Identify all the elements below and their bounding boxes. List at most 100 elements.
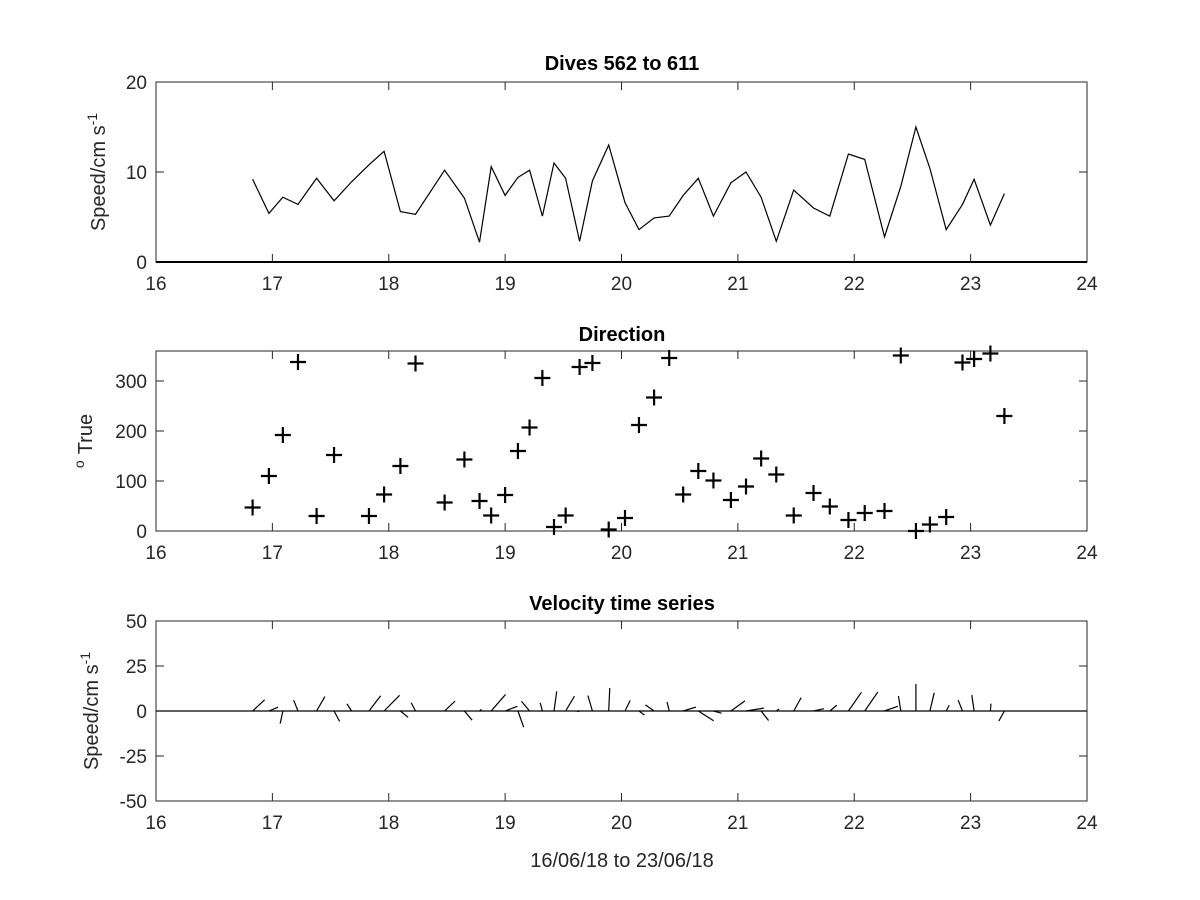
velocity-vector [760,710,770,721]
speed-x-ticks: 16 17 18 19 20 21 22 23 24 [145,82,1098,295]
direction-panel: Direction 16 17 18 19 20 21 22 23 24 0100200300 … [71,324,1098,564]
speed-y-tick-label: 10 [126,163,147,184]
velocity-x-tick-label: 18 [378,813,399,834]
direction-point [856,505,873,521]
speed-ylabel-base: Speed/cm s [88,125,110,231]
velocity-vector [539,702,543,712]
velocity-vector [346,703,353,712]
direction-point [274,427,291,443]
velocity-vector [638,710,645,716]
velocity-vector [293,699,299,712]
velocity-vector [793,697,802,712]
direction-x-tick-label: 20 [611,543,632,564]
velocity-vector [971,694,975,712]
direction-point [768,466,785,483]
velocity-series [156,684,1087,728]
direction-point [497,487,514,503]
velocity-vector [368,695,382,712]
direction-point [938,509,955,525]
direction-point [546,519,563,535]
velocity-vector [897,695,902,712]
direction-ylabel-superscript: o [71,460,87,468]
direction-point [289,354,306,370]
direction-point [646,389,663,406]
direction-x-tick-label: 21 [727,543,748,564]
velocity-vector [553,691,558,712]
velocity-ylabel-superscript: -1 [77,652,93,665]
direction-point [785,507,802,524]
direction-y-axis-label: o True [71,414,97,468]
direction-point [630,417,647,433]
direction-x-ticks: 16 17 18 19 20 21 22 23 24 [145,351,1098,564]
direction-y-tick-label: 100 [115,472,147,493]
speed-panel: Dives 562 to 611 16 17 18 19 20 21 22 23 24 0 10 2… [84,53,1098,295]
direction-point [534,370,551,386]
speed-x-tick-label: 19 [495,274,516,295]
direction-x-tick-label: 19 [495,543,516,564]
speed-x-tick-label: 22 [844,274,865,295]
direction-point [982,345,999,362]
velocity-y-tick-label: 50 [126,612,147,633]
direction-point [571,359,588,375]
direction-point [753,450,770,467]
velocity-vector [517,710,525,728]
direction-x-tick-label: 16 [145,543,166,564]
direction-point [675,486,692,503]
direction-point [600,521,617,538]
direction-y-tick-label: 300 [115,372,147,393]
velocity-vector [316,696,326,712]
velocity-x-tick-label: 19 [495,813,516,834]
direction-y-tick-label: 0 [136,522,147,543]
direction-point [509,443,526,459]
direction-ylabel-base: True [75,414,97,454]
velocity-vector [697,710,714,722]
direction-point [661,350,678,366]
velocity-vector [504,705,518,712]
speed-x-tick-label: 21 [727,274,748,295]
direction-x-tick-label: 18 [378,543,399,564]
speed-y-tick-label: 20 [126,73,147,94]
velocity-ylabel-base: Speed/cm s [81,664,103,770]
direction-point [821,498,838,515]
velocity-y-tick-label: -50 [120,792,147,813]
speed-x-tick-label: 18 [378,274,399,295]
speed-x-tick-label: 20 [611,274,632,295]
velocity-vector [608,687,611,712]
velocity-vector [268,706,279,712]
direction-point [966,351,983,367]
velocity-vector [730,700,746,712]
velocity-vector [333,710,341,722]
velocity-vector [645,704,655,712]
direction-y-ticks: 0 100 200 300 [115,372,1087,543]
direction-point [260,468,277,484]
velocity-vector [829,704,838,712]
velocity-x-tick-label: 24 [1076,813,1098,834]
direction-point [326,447,343,463]
speed-x-tick-label: 23 [960,274,981,295]
direction-point [456,451,473,468]
direction-point [360,508,377,524]
direction-point [244,499,261,516]
velocity-vector [252,699,266,712]
velocity-y-tick-label: 25 [126,657,147,678]
direction-x-tick-label: 22 [844,543,865,564]
speed-series [156,124,1087,263]
velocity-y-ticks: -50 -25 0 25 50 [120,612,1087,813]
velocity-x-tick-label: 20 [611,813,632,834]
direction-point [892,347,909,364]
velocity-vector [775,708,780,712]
velocity-x-tick-label: 22 [844,813,865,834]
direction-point [521,419,538,436]
direction-point [738,478,755,495]
speed-y-axis-label: Speed/cm s-1 [84,113,110,231]
velocity-panel-title: Velocity time series [529,593,715,615]
velocity-x-axis-label: 16/06/18 to 23/06/18 [530,850,714,872]
velocity-vector [587,695,593,712]
direction-point [308,508,325,524]
velocity-vector [864,691,879,712]
velocity-vector [521,700,531,712]
direction-point [954,354,971,371]
velocity-vector [666,701,670,712]
direction-point [557,507,574,524]
